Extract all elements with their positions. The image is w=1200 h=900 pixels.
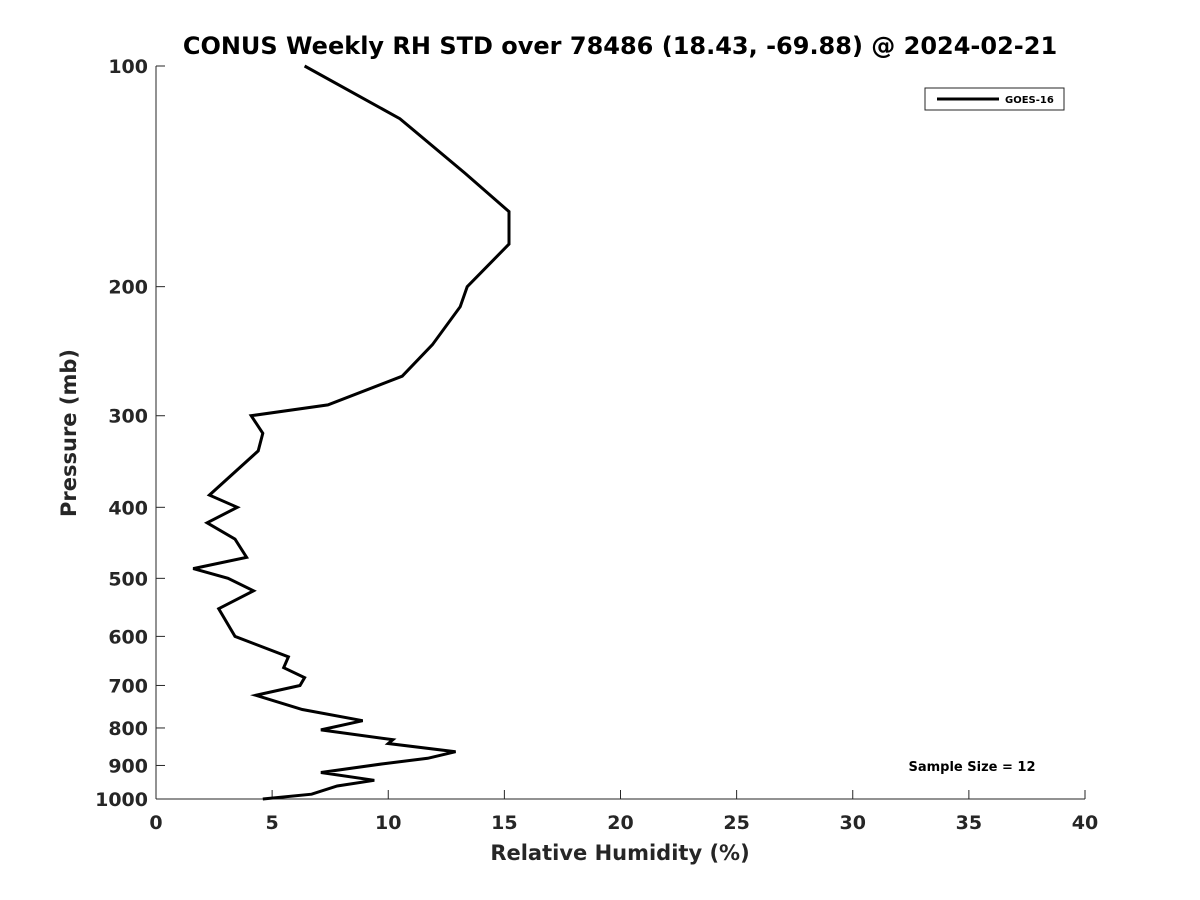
y-tick-label: 1000 (95, 789, 148, 811)
x-tick-label: 20 (607, 812, 633, 834)
x-axis-ticks: 0 5 10 15 20 25 30 35 40 (149, 790, 1098, 834)
series-line-goes-16 (192, 64, 511, 801)
x-tick-label: 35 (956, 812, 982, 834)
x-tick-label: 25 (723, 812, 749, 834)
y-tick-label: 500 (108, 568, 148, 590)
x-tick-label: 0 (149, 812, 162, 834)
y-tick-label: 100 (108, 56, 148, 78)
x-tick-label: 15 (491, 812, 517, 834)
chart-title: CONUS Weekly RH STD over 78486 (18.43, -… (183, 32, 1057, 60)
y-tick-label: 800 (108, 718, 148, 740)
y-axis-label: Pressure (mb) (57, 349, 81, 517)
y-axis-ticks: 100 200 300 400 500 600 700 800 900 1000 (95, 56, 165, 811)
y-tick-label: 400 (108, 497, 148, 519)
data-series (192, 64, 511, 801)
x-tick-label: 5 (266, 812, 279, 834)
y-tick-label: 600 (108, 626, 148, 648)
y-tick-label: 300 (108, 406, 148, 428)
x-tick-label: 30 (840, 812, 866, 834)
legend: GOES-16 (924, 87, 1065, 111)
y-tick-label: 200 (108, 277, 148, 299)
axes (155, 66, 1085, 800)
y-tick-label: 700 (108, 675, 148, 697)
sample-size-annotation: Sample Size = 12 (908, 760, 1035, 775)
y-tick-label: 900 (108, 755, 148, 777)
x-axis-label: Relative Humidity (%) (490, 841, 749, 865)
x-tick-label: 40 (1072, 812, 1098, 834)
legend-entry-goes16: GOES-16 (1005, 95, 1054, 106)
x-tick-label: 10 (375, 812, 401, 834)
